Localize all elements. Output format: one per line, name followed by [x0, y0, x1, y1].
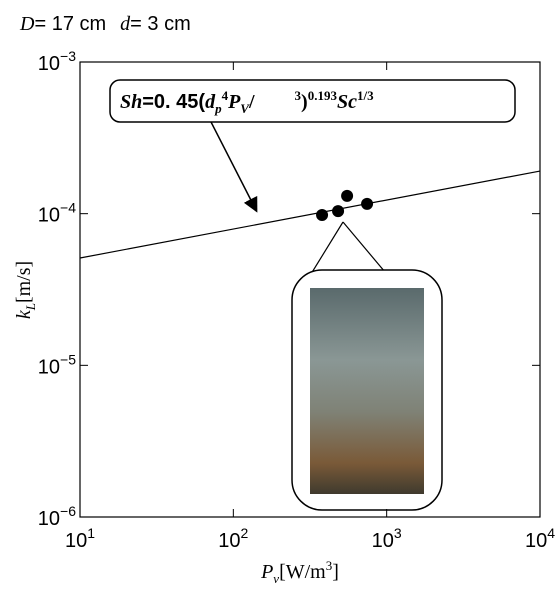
x-tick-label: 10	[372, 530, 394, 552]
x-tick-label: 10	[525, 530, 547, 552]
y-tick-label: 10−5	[38, 351, 76, 378]
x-tick-exponent: 1	[87, 525, 95, 541]
point	[341, 189, 354, 202]
x-tick-label: 101	[65, 525, 95, 552]
x-tick-label: 10	[218, 530, 240, 552]
point	[361, 197, 374, 210]
x-tick-exponent: 3	[394, 525, 402, 541]
arrow	[209, 119, 258, 213]
y-tick-exponent: −4	[60, 200, 76, 216]
y-tick-exponent: −6	[60, 503, 76, 519]
y-tick-label: 10	[38, 508, 60, 530]
y-tick-label: 10−4	[38, 200, 76, 227]
y-axis-label: kL[m/s]	[13, 261, 38, 319]
equation: Sh=0. 45(dp4PV/3)0.193Sc1/3	[120, 88, 374, 116]
x-tick-label: 10	[65, 530, 87, 552]
equation-box	[109, 79, 516, 123]
y-tick-label: 10	[38, 53, 60, 75]
point	[316, 208, 329, 221]
x-tick-exponent: 2	[241, 525, 249, 541]
title: D= 17 cm d= 3 cm	[19, 13, 191, 35]
callout	[342, 221, 386, 273]
fit-line	[79, 170, 541, 259]
x-axis-label: Pv[W/m3]	[260, 558, 339, 586]
y-tick-label: 10	[38, 356, 60, 378]
x-tick-label: 102	[218, 525, 248, 552]
y-tick-label: 10−3	[38, 48, 76, 75]
y-tick-label: 10	[38, 205, 60, 227]
x-tick-label: 104	[525, 525, 555, 552]
point	[332, 205, 345, 218]
plot-frame	[79, 61, 541, 518]
x-tick-label: 103	[372, 525, 402, 552]
photo	[310, 288, 424, 494]
x-tick-exponent: 4	[547, 525, 555, 541]
y-tick-label: 10−6	[38, 503, 76, 530]
y-tick-exponent: −3	[60, 48, 76, 64]
y-tick-exponent: −5	[60, 351, 76, 367]
